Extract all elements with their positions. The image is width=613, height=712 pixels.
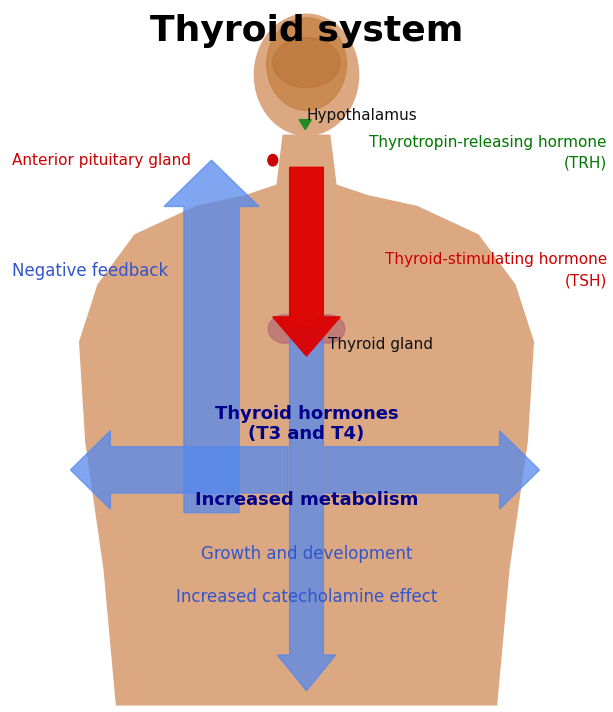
Text: Negative feedback: Negative feedback (12, 261, 169, 280)
Circle shape (267, 18, 346, 110)
Polygon shape (277, 328, 336, 691)
Ellipse shape (311, 315, 345, 343)
Text: Thyrotropin-releasing hormone: Thyrotropin-releasing hormone (370, 135, 607, 150)
Text: Thyroid-stimulating hormone: Thyroid-stimulating hormone (384, 252, 607, 268)
Text: Thyroid gland: Thyroid gland (328, 337, 433, 352)
Text: (T3 and T4): (T3 and T4) (248, 425, 365, 444)
Text: Increased metabolism: Increased metabolism (195, 491, 418, 509)
Circle shape (254, 14, 359, 135)
Polygon shape (325, 431, 539, 509)
Text: Thyroid system: Thyroid system (150, 14, 463, 48)
Text: (TRH): (TRH) (563, 155, 607, 171)
Polygon shape (164, 160, 259, 513)
Polygon shape (273, 167, 340, 356)
Text: Hypothalamus: Hypothalamus (306, 108, 417, 123)
Text: Increased catecholamine effect: Increased catecholamine effect (176, 587, 437, 606)
Ellipse shape (268, 315, 302, 343)
Text: (TSH): (TSH) (565, 273, 607, 288)
Text: Thyroid hormones: Thyroid hormones (215, 405, 398, 424)
Polygon shape (277, 135, 336, 185)
Circle shape (268, 155, 278, 166)
Polygon shape (70, 431, 288, 509)
Polygon shape (80, 185, 533, 705)
Text: Growth and development: Growth and development (201, 545, 412, 563)
Ellipse shape (273, 38, 340, 88)
Polygon shape (299, 120, 311, 130)
Text: Anterior pituitary gland: Anterior pituitary gland (12, 152, 191, 168)
